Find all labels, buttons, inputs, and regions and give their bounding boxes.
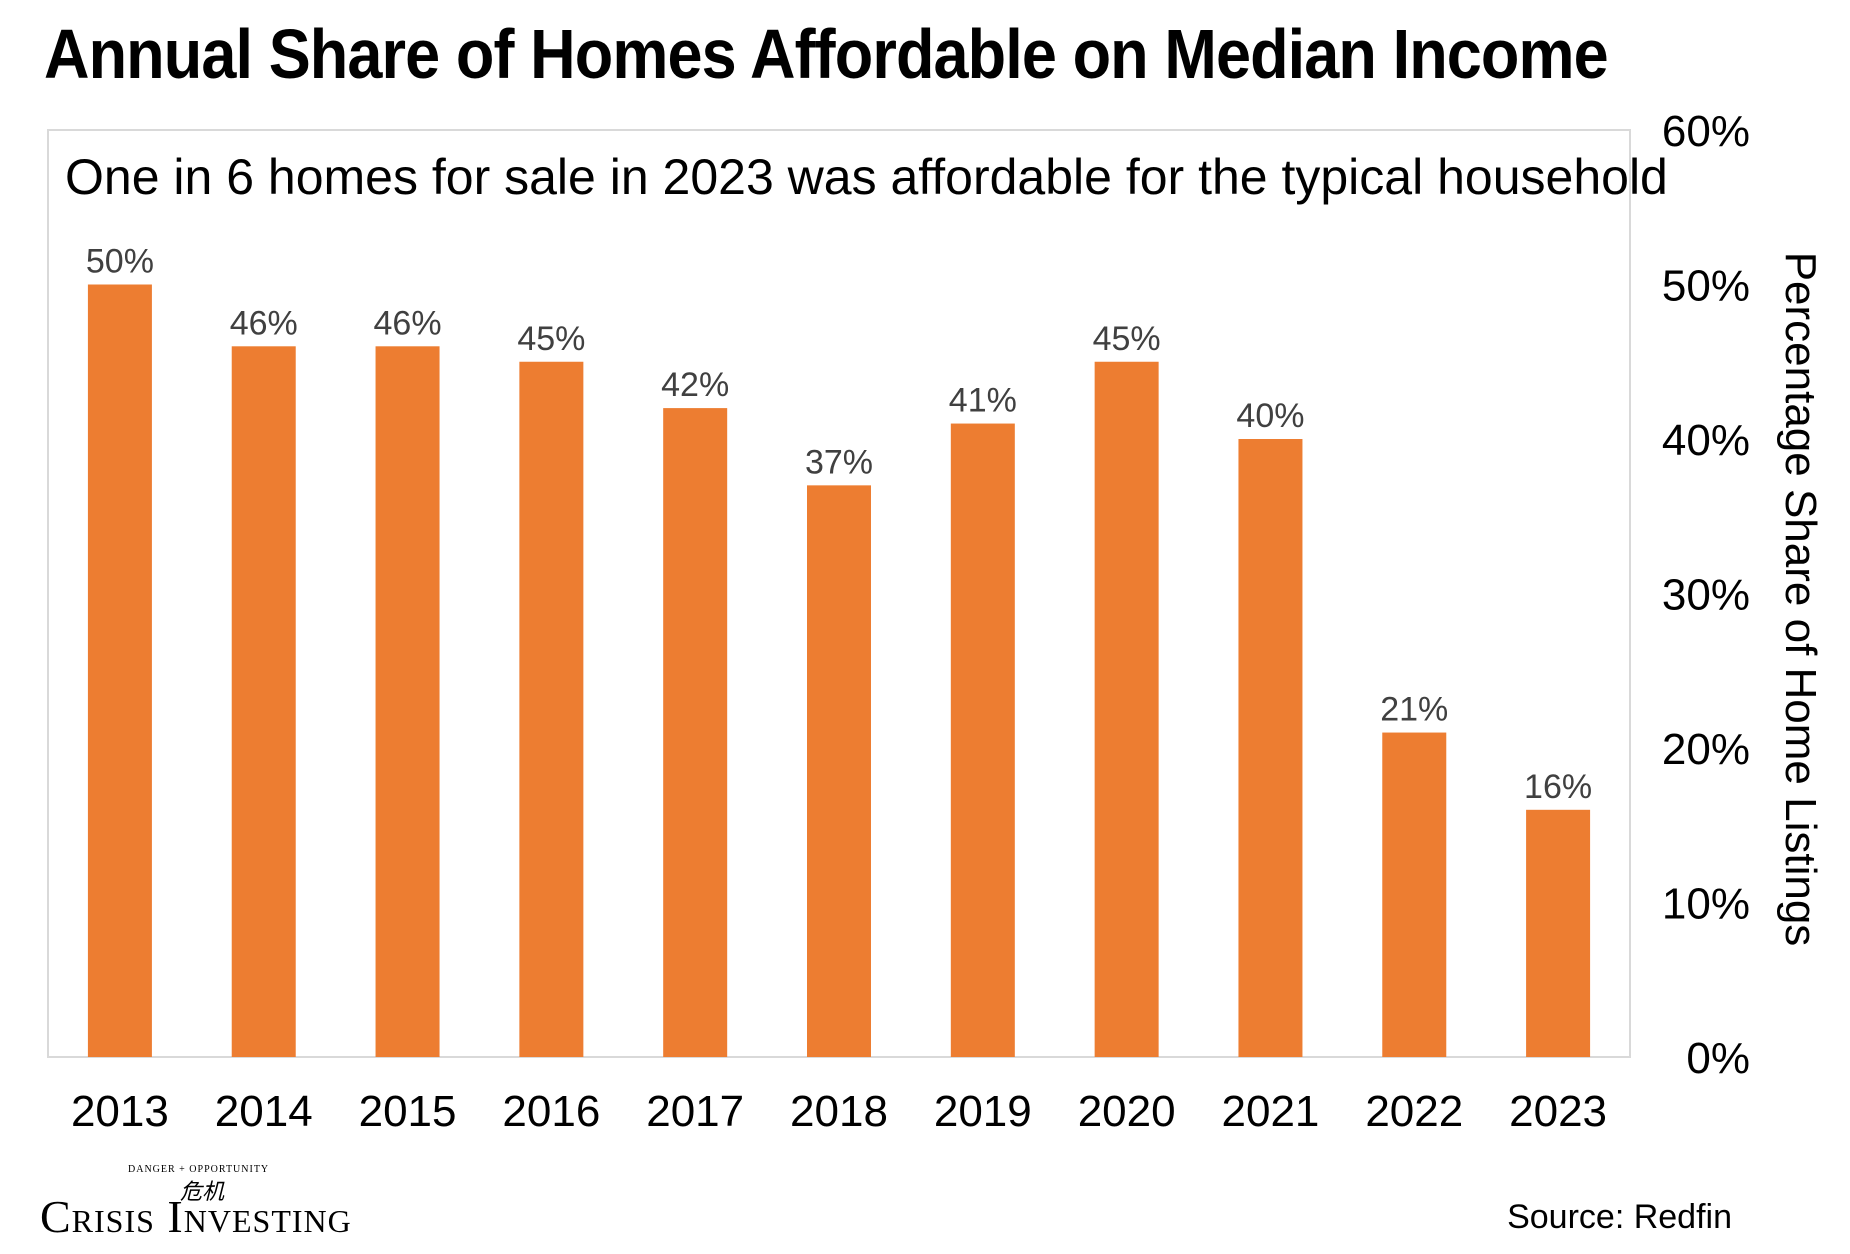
bar-label-2020: 45% bbox=[1093, 320, 1161, 358]
x-tick-2023: 2023 bbox=[1509, 1087, 1607, 1136]
bar-2017 bbox=[663, 408, 728, 1058]
chart-subtitle: One in 6 homes for sale in 2023 was affo… bbox=[65, 149, 1668, 205]
bar-label-2019: 41% bbox=[949, 382, 1017, 420]
x-tick-2017: 2017 bbox=[646, 1087, 744, 1136]
y-tick-0pct: 0% bbox=[1686, 1034, 1750, 1083]
bar-label-2022: 21% bbox=[1380, 691, 1448, 729]
logo-tagline: DANGER + OPPORTUNITY bbox=[128, 1164, 270, 1175]
x-tick-2013: 2013 bbox=[71, 1087, 169, 1136]
y-tick-50pct: 50% bbox=[1662, 262, 1750, 311]
x-tick-2020: 2020 bbox=[1078, 1087, 1176, 1136]
logo-glyph: 危机 bbox=[180, 1179, 225, 1204]
y-tick-40pct: 40% bbox=[1662, 416, 1750, 465]
x-tick-2016: 2016 bbox=[502, 1087, 600, 1136]
bar-2019 bbox=[950, 423, 1015, 1057]
bar-series bbox=[87, 284, 1591, 1058]
bar-2016 bbox=[519, 361, 584, 1057]
y-tick-20pct: 20% bbox=[1662, 725, 1750, 774]
chart-title: Annual Share of Homes Affordable on Medi… bbox=[44, 15, 1609, 93]
source-note: Source: Redfin bbox=[1507, 1198, 1732, 1236]
bar-value-labels: 50% 46% 46% 45% 42% 37% 41% 45% 40% 21% 16% bbox=[86, 243, 1592, 806]
y-axis-title: Percentage Share of Home Listings bbox=[1776, 252, 1825, 947]
bar-2015 bbox=[375, 346, 440, 1057]
x-tick-2015: 2015 bbox=[359, 1087, 457, 1136]
bar-label-2021: 40% bbox=[1236, 397, 1304, 435]
bar-2021 bbox=[1238, 439, 1303, 1057]
bar-label-2014: 46% bbox=[230, 304, 298, 342]
bar-2018 bbox=[807, 485, 871, 1058]
crisis-investing-logo: DANGER + OPPORTUNITY 危机 Crisis Investing bbox=[40, 1162, 500, 1242]
bar-label-2015: 46% bbox=[374, 304, 442, 342]
y-tick-10pct: 10% bbox=[1662, 880, 1750, 929]
x-tick-2021: 2021 bbox=[1222, 1087, 1320, 1136]
x-tick-2022: 2022 bbox=[1365, 1087, 1463, 1136]
x-tick-2019: 2019 bbox=[934, 1087, 1032, 1136]
x-tick-2014: 2014 bbox=[215, 1087, 313, 1136]
bar-2014 bbox=[231, 346, 296, 1057]
x-axis-ticks: 2013 2014 2015 2016 2017 2018 2019 2020 2021 2022… bbox=[71, 1087, 1607, 1136]
x-tick-2018: 2018 bbox=[790, 1087, 888, 1136]
bar-2023 bbox=[1526, 809, 1591, 1057]
bar-2022 bbox=[1382, 732, 1447, 1057]
bar-label-2023: 16% bbox=[1524, 768, 1592, 806]
logo-wordmark: Crisis Investing bbox=[40, 1191, 352, 1242]
bar-2020 bbox=[1094, 361, 1159, 1057]
bar-label-2017: 42% bbox=[661, 366, 729, 404]
y-tick-60pct: 60% bbox=[1662, 107, 1750, 156]
bar-label-2016: 45% bbox=[517, 320, 585, 358]
bar-label-2018: 37% bbox=[805, 443, 873, 481]
bar-label-2013: 50% bbox=[86, 243, 154, 281]
y-tick-30pct: 30% bbox=[1662, 571, 1750, 620]
bar-2013 bbox=[87, 284, 152, 1057]
y-axis-ticks: 0% 10% 20% 30% 40% 50% 60% bbox=[1662, 107, 1750, 1083]
